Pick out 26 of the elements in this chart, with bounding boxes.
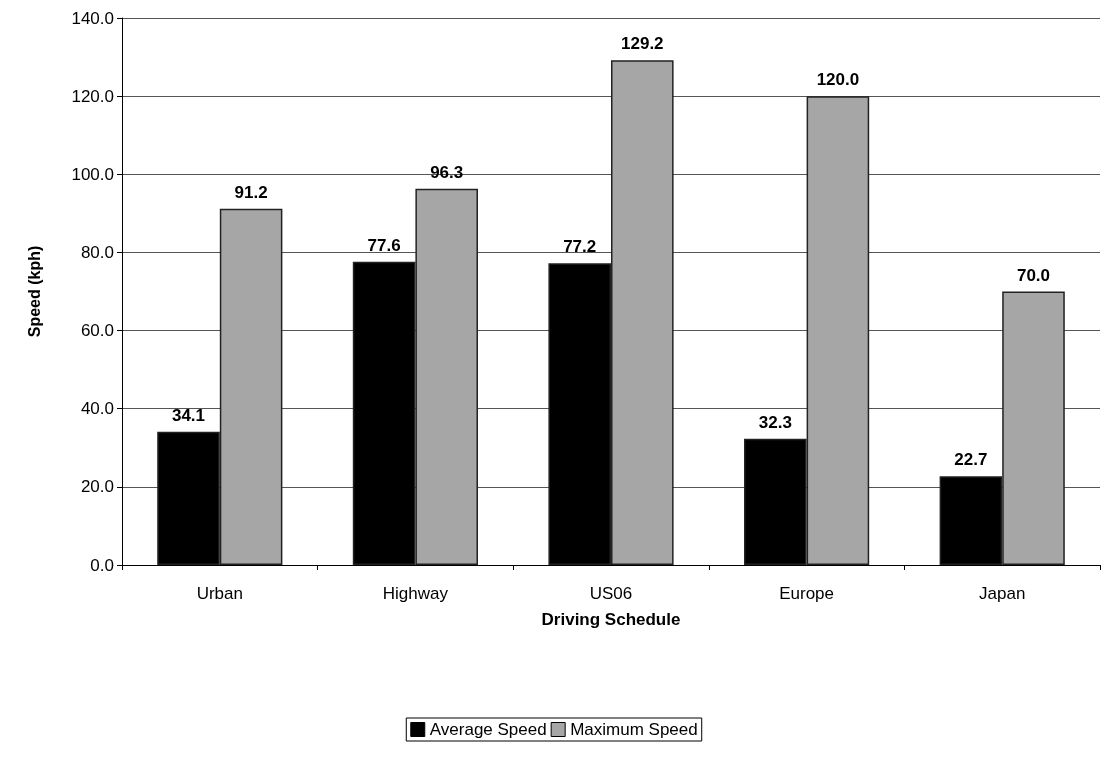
- data-label: 120.0: [816, 70, 860, 90]
- x-tick-label: Highway: [382, 584, 449, 603]
- data-label: 32.3: [758, 412, 792, 432]
- y-tick-label: 0.0: [90, 555, 114, 575]
- y-tick-label: 120.0: [71, 86, 114, 106]
- y-axis-title: Speed (kph): [25, 245, 43, 338]
- x-tick-label: Europe: [779, 584, 835, 603]
- y-tick-label: 100.0: [71, 164, 114, 184]
- y-tick-label: 140.0: [71, 8, 114, 28]
- y-tick-label: 80.0: [80, 242, 114, 262]
- y-tick-label: 40.0: [80, 399, 114, 419]
- data-label: 34.1: [171, 405, 206, 425]
- y-tick-label: 20.0: [80, 477, 114, 497]
- legend-label: Average Speed: [429, 720, 547, 739]
- y-tick-label: 60.0: [80, 321, 114, 341]
- x-tick-label: Japan: [979, 584, 1026, 603]
- data-label: 77.6: [367, 235, 401, 255]
- data-label: 91.2: [234, 182, 268, 202]
- x-axis-title: Driving Schedule: [541, 610, 681, 629]
- data-label: 22.7: [954, 450, 988, 470]
- data-label: 129.2: [621, 34, 664, 54]
- x-tick-label: US06: [589, 584, 633, 603]
- data-label: 77.2: [563, 237, 597, 257]
- data-label: 70.0: [1016, 265, 1051, 285]
- x-tick-label: Urban: [196, 584, 243, 603]
- legend-label: Maximum Speed: [570, 720, 698, 739]
